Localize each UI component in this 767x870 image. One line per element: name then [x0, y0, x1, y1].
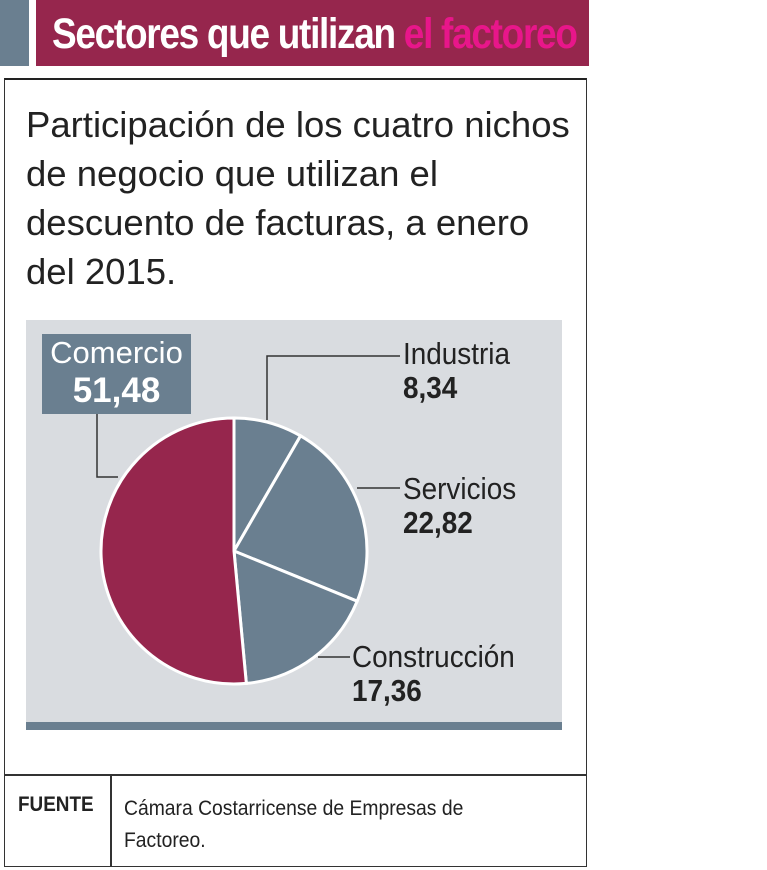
source-divider — [4, 774, 587, 776]
label-construccion: Construcción 17,36 — [352, 640, 533, 708]
label-industria-value: 8,34 — [403, 370, 458, 405]
infographic-frame — [4, 78, 587, 867]
label-construccion-value: 17,36 — [352, 673, 422, 708]
label-servicios-name: Servicios — [403, 471, 517, 506]
page-title: Sectores que utilizan el factoreo — [52, 4, 578, 64]
pie-slice-servicios — [231, 433, 369, 604]
pie-slice-construccion — [232, 548, 360, 686]
source-vertical-divider — [110, 775, 112, 867]
chart-base-bar — [26, 722, 562, 730]
source-label: FUENTE — [18, 793, 94, 816]
title-accent: el factoreo — [403, 10, 578, 58]
header-title-bar — [36, 0, 589, 66]
pie-slice-comercio — [99, 416, 248, 686]
label-comercio-value: 51,48 — [72, 371, 161, 410]
label-construccion-name: Construcción — [352, 639, 515, 674]
leader-line-comercio — [96, 414, 118, 478]
chart-subtitle: Participación de los cuatro nichos de ne… — [26, 104, 570, 292]
label-industria-name: Industria — [403, 336, 511, 371]
header-left-accent-bar — [0, 0, 29, 66]
label-comercio: Comercio 51,48 — [42, 334, 191, 414]
leader-line-industria — [266, 355, 400, 420]
label-comercio-name: Comercio — [50, 335, 183, 370]
label-servicios-value: 22,82 — [403, 505, 473, 540]
source-text: Cámara Costarricense de Empresas de Fact… — [124, 797, 464, 852]
label-industria: Industria 8,34 — [403, 337, 522, 405]
title-main: Sectores que utilizan — [52, 10, 404, 58]
label-servicios: Servicios 22,82 — [403, 472, 529, 540]
